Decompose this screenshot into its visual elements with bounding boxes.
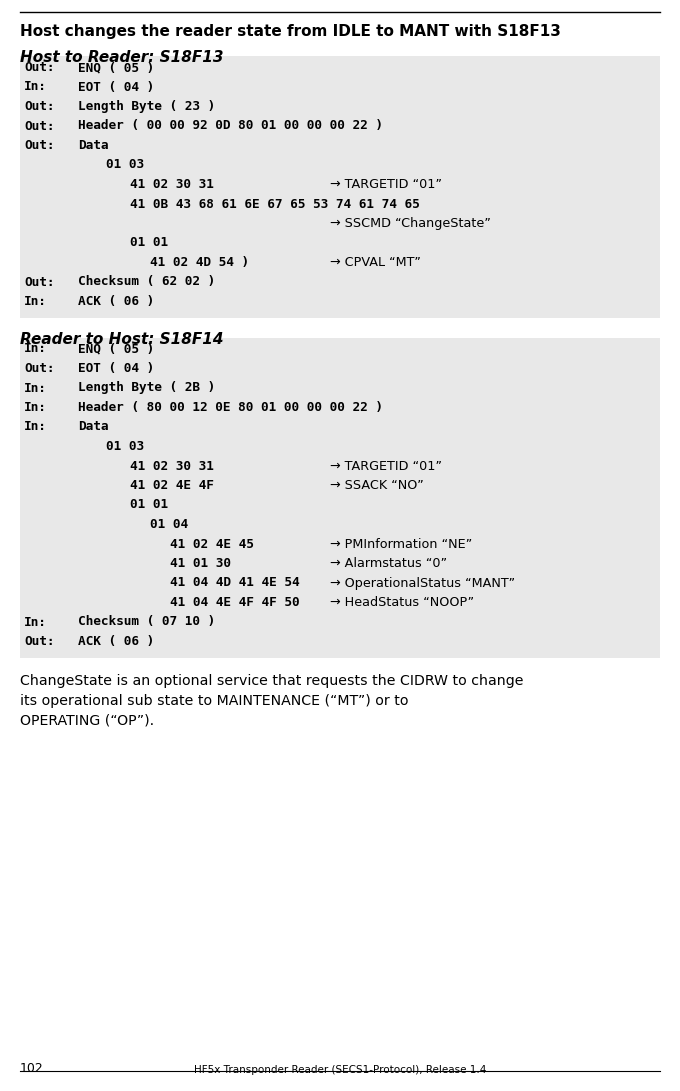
Text: Host changes the reader state from IDLE to MANT with S18F13: Host changes the reader state from IDLE … bbox=[20, 24, 561, 39]
Text: Host to Reader: S18F13: Host to Reader: S18F13 bbox=[20, 50, 224, 65]
Bar bbox=[20, 56, 660, 317]
Text: In:: In: bbox=[24, 81, 47, 94]
Text: 102: 102 bbox=[20, 1062, 44, 1075]
Text: Reader to Host: S18F14: Reader to Host: S18F14 bbox=[20, 332, 224, 347]
Text: EOT ( 04 ): EOT ( 04 ) bbox=[78, 362, 154, 375]
Text: In:: In: bbox=[24, 343, 47, 356]
Text: Out:: Out: bbox=[24, 100, 54, 113]
Text: Out:: Out: bbox=[24, 276, 54, 288]
Text: its operational sub state to MAINTENANCE (“MT”) or to: its operational sub state to MAINTENANCE… bbox=[20, 694, 409, 707]
Text: → OperationalStatus “MANT”: → OperationalStatus “MANT” bbox=[330, 576, 515, 589]
Text: ACK ( 06 ): ACK ( 06 ) bbox=[78, 635, 154, 648]
Text: HF5x Transponder Reader (SECS1-Protocol), Release 1.4: HF5x Transponder Reader (SECS1-Protocol)… bbox=[194, 1065, 486, 1075]
Text: EOT ( 04 ): EOT ( 04 ) bbox=[78, 81, 154, 94]
Text: → SSACK “NO”: → SSACK “NO” bbox=[330, 479, 424, 492]
Text: → TARGETID “01”: → TARGETID “01” bbox=[330, 459, 442, 472]
Text: Checksum ( 62 02 ): Checksum ( 62 02 ) bbox=[78, 276, 216, 288]
Bar bbox=[20, 337, 660, 658]
Text: Header ( 00 00 92 0D 80 01 00 00 00 22 ): Header ( 00 00 92 0D 80 01 00 00 00 22 ) bbox=[78, 120, 383, 132]
Text: Length Byte ( 23 ): Length Byte ( 23 ) bbox=[78, 100, 216, 113]
Text: → TARGETID “01”: → TARGETID “01” bbox=[330, 178, 442, 191]
Text: → HeadStatus “NOOP”: → HeadStatus “NOOP” bbox=[330, 596, 474, 609]
Text: Out:: Out: bbox=[24, 61, 54, 74]
Text: 41 02 4E 4F: 41 02 4E 4F bbox=[130, 479, 214, 492]
Text: Data: Data bbox=[78, 420, 109, 433]
Text: 41 02 30 31: 41 02 30 31 bbox=[130, 459, 214, 472]
Text: → PMInformation “NE”: → PMInformation “NE” bbox=[330, 538, 472, 551]
Text: Out:: Out: bbox=[24, 120, 54, 132]
Text: In:: In: bbox=[24, 295, 47, 308]
Text: In:: In: bbox=[24, 382, 47, 395]
Text: Out:: Out: bbox=[24, 362, 54, 375]
Text: 41 0B 43 68 61 6E 67 65 53 74 61 74 65: 41 0B 43 68 61 6E 67 65 53 74 61 74 65 bbox=[130, 197, 420, 211]
Text: In:: In: bbox=[24, 420, 47, 433]
Text: In:: In: bbox=[24, 401, 47, 413]
Text: 41 01 30: 41 01 30 bbox=[170, 558, 231, 570]
Text: 01 03: 01 03 bbox=[106, 440, 144, 453]
Text: 01 01: 01 01 bbox=[130, 499, 168, 512]
Text: ENQ ( 05 ): ENQ ( 05 ) bbox=[78, 343, 154, 356]
Text: 41 02 4D 54 ): 41 02 4D 54 ) bbox=[150, 256, 249, 269]
Text: ChangeState is an optional service that requests the CIDRW to change: ChangeState is an optional service that … bbox=[20, 673, 524, 687]
Text: → CPVAL “MT”: → CPVAL “MT” bbox=[330, 256, 421, 269]
Text: 01 04: 01 04 bbox=[150, 518, 188, 531]
Text: ACK ( 06 ): ACK ( 06 ) bbox=[78, 295, 154, 308]
Text: 41 04 4E 4F 4F 50: 41 04 4E 4F 4F 50 bbox=[170, 596, 300, 609]
Text: 41 02 30 31: 41 02 30 31 bbox=[130, 178, 214, 191]
Text: Data: Data bbox=[78, 139, 109, 152]
Text: Out:: Out: bbox=[24, 635, 54, 648]
Text: Header ( 80 00 12 0E 80 01 00 00 00 22 ): Header ( 80 00 12 0E 80 01 00 00 00 22 ) bbox=[78, 401, 383, 413]
Text: In:: In: bbox=[24, 615, 47, 628]
Text: Length Byte ( 2B ): Length Byte ( 2B ) bbox=[78, 382, 216, 395]
Text: → Alarmstatus “0”: → Alarmstatus “0” bbox=[330, 558, 447, 570]
Text: ENQ ( 05 ): ENQ ( 05 ) bbox=[78, 61, 154, 74]
Text: 01 01: 01 01 bbox=[130, 237, 168, 250]
Text: 01 03: 01 03 bbox=[106, 158, 144, 171]
Text: Checksum ( 07 10 ): Checksum ( 07 10 ) bbox=[78, 615, 216, 628]
Text: Out:: Out: bbox=[24, 139, 54, 152]
Text: OPERATING (“OP”).: OPERATING (“OP”). bbox=[20, 714, 154, 728]
Text: 41 02 4E 45: 41 02 4E 45 bbox=[170, 538, 254, 551]
Text: → SSCMD “ChangeState”: → SSCMD “ChangeState” bbox=[330, 217, 491, 230]
Text: 41 04 4D 41 4E 54: 41 04 4D 41 4E 54 bbox=[170, 576, 300, 589]
